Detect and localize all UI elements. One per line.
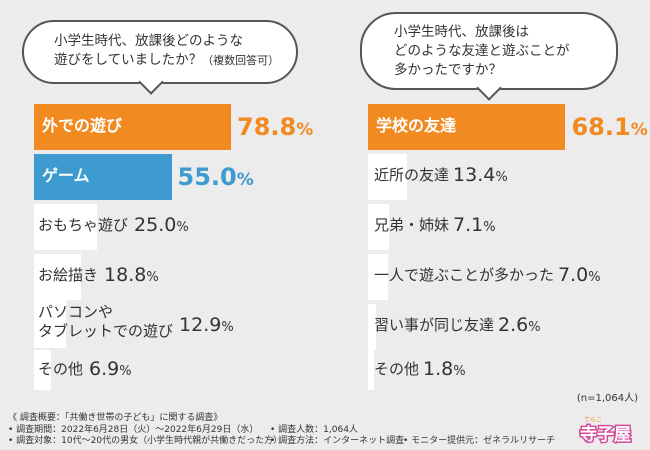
logo-text: 寺子屋 [580, 424, 631, 444]
survey-provider: • モニター提供元：ゼネラルリサーチ [403, 436, 556, 446]
left-question-line2: 遊びをしていましたか？ [54, 52, 203, 68]
right-value-0: 68.1% [571, 113, 648, 141]
right-bar-3 [368, 254, 389, 300]
left-value-2: 25.0% [134, 214, 189, 236]
right-value-1: 13.4% [453, 164, 508, 186]
right-bar-4 [368, 304, 376, 350]
left-question-bubble: 小学生時代、放課後どのような 遊びをしていましたか？（複数回答可） [22, 20, 298, 95]
left-bar-0 [34, 104, 231, 150]
right-bar-5 [368, 350, 374, 390]
right-value-5: 1.8% [423, 358, 466, 380]
left-question-line1: 小学生時代、放課後どのような [54, 33, 243, 49]
left-question-note: （複数回答可） [202, 54, 280, 67]
right-label-1: 近所の友達 [374, 166, 450, 184]
left-label-2: おもちゃ遊び [38, 216, 129, 234]
left-value-1: 55.0% [177, 163, 254, 191]
right-value-3: 7.0% [558, 264, 601, 286]
left-value-5: 6.9% [89, 358, 132, 380]
right-label-5: その他 [374, 360, 420, 378]
left-label-0: 外での遊び [42, 116, 123, 135]
logo-small-text: てらこ [584, 417, 602, 424]
right-bar-0 [368, 104, 566, 150]
right-question-line2: どのような友達と遊ぶことが [394, 43, 570, 59]
right-label-2: 兄弟・姉妹 [374, 216, 450, 234]
left-label-1: ゲーム [42, 166, 90, 185]
left-value-3: 18.8% [104, 264, 159, 286]
right-label-4: 習い事が同じ友達 [374, 316, 495, 334]
right-bar-1 [368, 154, 407, 200]
survey-target: • 調査対象：10代～20代の男女（小学生時代親が共働きだった方） [8, 436, 283, 446]
right-bar-chart: 学校の友達 68.1% 近所の友達 13.4% 兄弟・姉妹 7.1% 一人で遊ぶ… [368, 100, 648, 390]
right-label-3: 一人で遊ぶことが多かった [374, 266, 555, 284]
left-value-0: 78.8% [237, 113, 314, 141]
right-bar-2 [368, 204, 389, 250]
right-question-bubble: 小学生時代、放課後は どのような友達と遊ぶことが 多かったですか？ [360, 12, 618, 101]
right-value-2: 7.1% [453, 214, 496, 236]
left-bar-chart: 外での遊び 78.8% ゲーム 55.0% おもちゃ遊び 25.0% お絵描き … [34, 100, 314, 390]
left-bar-2 [34, 204, 97, 250]
left-value-4: 12.9% [179, 314, 234, 336]
left-bar-3 [34, 254, 81, 300]
right-value-4: 2.6% [498, 314, 541, 336]
sample-size: (n=1,064人) [576, 393, 638, 404]
left-label-5: その他 [38, 360, 84, 378]
left-bar-5 [34, 350, 52, 390]
left-bar-1 [34, 154, 172, 200]
survey-respondents: • 調査人数：1,064人 [270, 425, 358, 435]
survey-period: • 調査期間：2022年6月28日（火）～2022年6月29日（水） [8, 425, 259, 435]
terakoya-logo: てらこ 寺子屋 [579, 417, 633, 444]
right-question-line3: 多かったですか？ [394, 62, 502, 78]
left-label-3: お絵描き [38, 266, 99, 284]
survey-method: • 調査方法：インターネット調査 [270, 436, 405, 446]
left-bar-4 [34, 298, 67, 348]
right-question-line1: 小学生時代、放課後は [394, 24, 529, 40]
right-label-0: 学校の友達 [376, 116, 457, 135]
left-label-4: パソコンや タブレットでの遊び [38, 303, 174, 340]
survey-overview: 《 調査概要：「共働き世帯の子ども」に関する調査》 [8, 413, 223, 423]
